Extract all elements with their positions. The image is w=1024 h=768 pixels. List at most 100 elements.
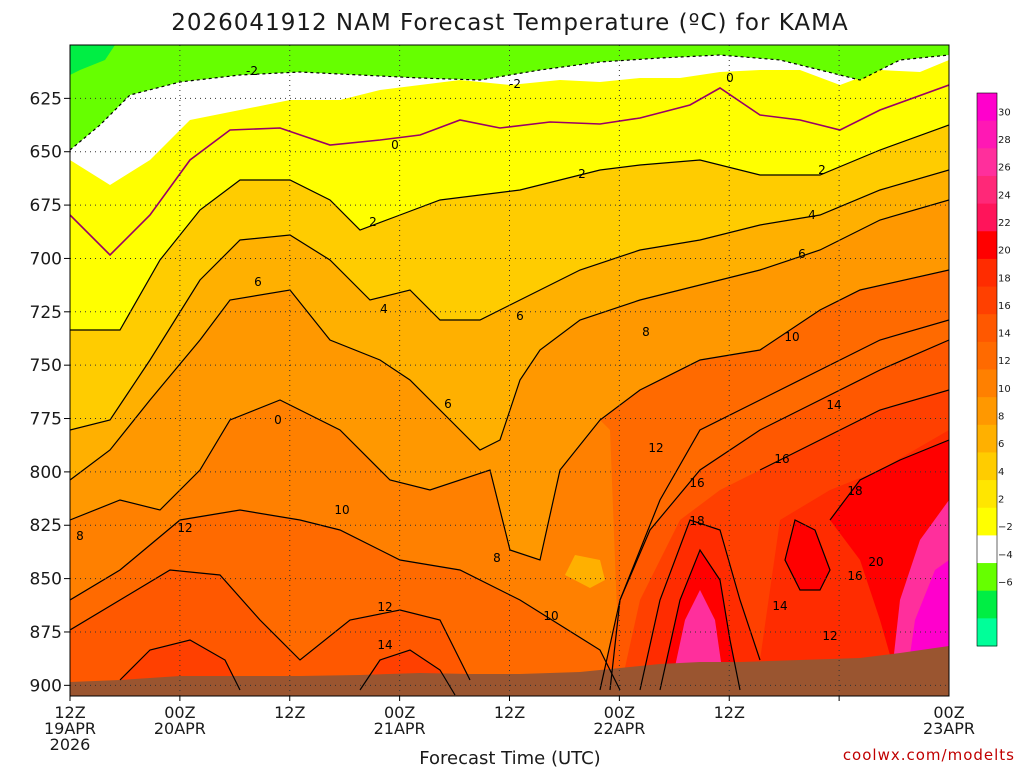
x-tick-label: 2026 xyxy=(50,735,91,754)
colorbar-swatch xyxy=(977,93,997,122)
colorbar-label: −4 xyxy=(998,550,1013,561)
y-tick-label: 650 xyxy=(30,143,62,163)
colorbar-swatch xyxy=(977,258,997,288)
colorbar-label: 28 xyxy=(998,135,1011,146)
contour-label: 12 xyxy=(822,629,837,643)
y-tick-label: 900 xyxy=(30,676,62,696)
y-tick-label: 700 xyxy=(30,249,62,269)
contour-label: 14 xyxy=(772,599,787,613)
colorbar-label: 2 xyxy=(998,494,1004,505)
gridlines xyxy=(70,45,949,696)
contour-label: 8 xyxy=(493,551,501,565)
colorbar: 30 28 26 24 22 20 18 16 14 12 10 8 6 4 2 −2 −4 −6 xyxy=(976,92,1013,647)
contour-18b-line xyxy=(784,519,831,591)
y-tick-label: 825 xyxy=(30,516,62,536)
colorbar-label: 6 xyxy=(998,439,1004,450)
y-tick-label: 875 xyxy=(30,623,62,643)
contour-label: 12 xyxy=(177,521,192,535)
contour-label: 0 xyxy=(726,71,734,85)
colorbar-swatch xyxy=(977,175,997,205)
x-tick-label: 00Z xyxy=(604,703,635,722)
colorbar-label: −6 xyxy=(998,577,1013,588)
colorbar-swatch xyxy=(977,341,997,370)
colorbar-label: 26 xyxy=(998,163,1011,174)
colorbar-label: 22 xyxy=(998,218,1011,229)
colorbar-swatch xyxy=(977,480,997,509)
contour-label: 6 xyxy=(444,397,452,411)
contour-6-line xyxy=(70,199,949,481)
plot-area xyxy=(70,45,949,696)
x-tick-label: 23APR xyxy=(923,719,975,738)
y-tick-label: 850 xyxy=(30,570,62,590)
colorbar-label: 24 xyxy=(998,190,1011,201)
contour-label: 14 xyxy=(377,638,392,652)
contour-label: 2 xyxy=(578,167,586,181)
colorbar-label: 16 xyxy=(998,301,1011,312)
contour-label: 18 xyxy=(847,484,862,498)
colorbar-label: 18 xyxy=(998,273,1011,284)
contour-label: 6 xyxy=(798,247,806,261)
x-tick-label: 12Z xyxy=(714,703,745,722)
contour-labels: -2 -2 0 0 2 2 2 4 4 6 6 6 6 8 8 8 10 10 10 12 12 12 12 14 14 14 16… xyxy=(76,64,883,652)
colorbar-swatch xyxy=(977,369,997,398)
colorbar-swatch xyxy=(977,397,997,426)
contour-label: 12 xyxy=(648,441,663,455)
colorbar-swatch xyxy=(977,424,997,453)
colorbar-swatch xyxy=(977,590,997,619)
contour-label: 0 xyxy=(274,413,282,427)
contour-4-line xyxy=(70,169,949,431)
colorbar-label: 30 xyxy=(998,107,1011,118)
x-tick-label: 22APR xyxy=(593,719,645,738)
contour-20-line xyxy=(829,439,949,521)
y-tick-label: 675 xyxy=(30,196,62,216)
source-url: coolwx.com/modelts xyxy=(843,746,1015,764)
contour-8-line xyxy=(70,269,949,561)
contour-16b-line xyxy=(759,389,949,471)
colorbar-swatch xyxy=(977,148,997,177)
contour-label: 4 xyxy=(808,208,816,222)
y-tick-label: 725 xyxy=(30,303,62,323)
contour-label: 12 xyxy=(377,600,392,614)
colorbar-label: 4 xyxy=(998,467,1004,478)
contour-14-line xyxy=(119,639,241,691)
contour-2-line xyxy=(70,124,949,331)
colorbar-swatch xyxy=(977,120,997,149)
colorbar-label: 14 xyxy=(998,329,1011,340)
temp-band-0to2 xyxy=(70,45,949,330)
colorbar-label: 20 xyxy=(998,246,1011,257)
contour-label: 4 xyxy=(380,302,388,316)
colorbar-swatch xyxy=(977,563,997,592)
y-axis: 625 650 675 700 725 750 775 800 825 850 875 900 xyxy=(30,89,70,696)
contour-label: 16 xyxy=(774,452,789,466)
colorbar-label: 8 xyxy=(998,412,1004,423)
contour-0-line xyxy=(70,84,949,257)
contour-label: 10 xyxy=(334,503,349,517)
x-axis-label: Forecast Time (UTC) xyxy=(419,748,600,768)
contour-label: 10 xyxy=(784,330,799,344)
colorbar-frame xyxy=(976,92,998,647)
contour-label: 18 xyxy=(689,514,704,528)
contour-label: 14 xyxy=(826,398,841,412)
contour-14b-line xyxy=(359,649,456,696)
colorbar-swatch xyxy=(977,618,997,647)
contour-label: 20 xyxy=(868,555,883,569)
x-tick-label: 12Z xyxy=(54,703,85,722)
contour-label: 0 xyxy=(391,138,399,152)
x-tick-label: 12Z xyxy=(274,703,305,722)
contour-label: 10 xyxy=(543,609,558,623)
y-tick-label: 800 xyxy=(30,463,62,483)
contour-12-line xyxy=(70,569,471,681)
contour-label: 2 xyxy=(369,215,377,229)
contour-label: 6 xyxy=(254,275,262,289)
chart-title: 2026041912 NAM Forecast Temperature (ºC)… xyxy=(171,10,848,36)
contour-label: 16 xyxy=(847,569,862,583)
colorbar-label: 10 xyxy=(998,384,1011,395)
y-tick-label: 750 xyxy=(30,356,62,376)
temp-band-minus6to-4 xyxy=(70,45,115,75)
x-tick-label: 00Z xyxy=(933,703,964,722)
colorbar-swatch xyxy=(977,203,997,232)
colorbar-swatch xyxy=(977,452,997,481)
colorbar-swatch xyxy=(977,286,997,315)
y-tick-label: 625 xyxy=(30,89,62,109)
